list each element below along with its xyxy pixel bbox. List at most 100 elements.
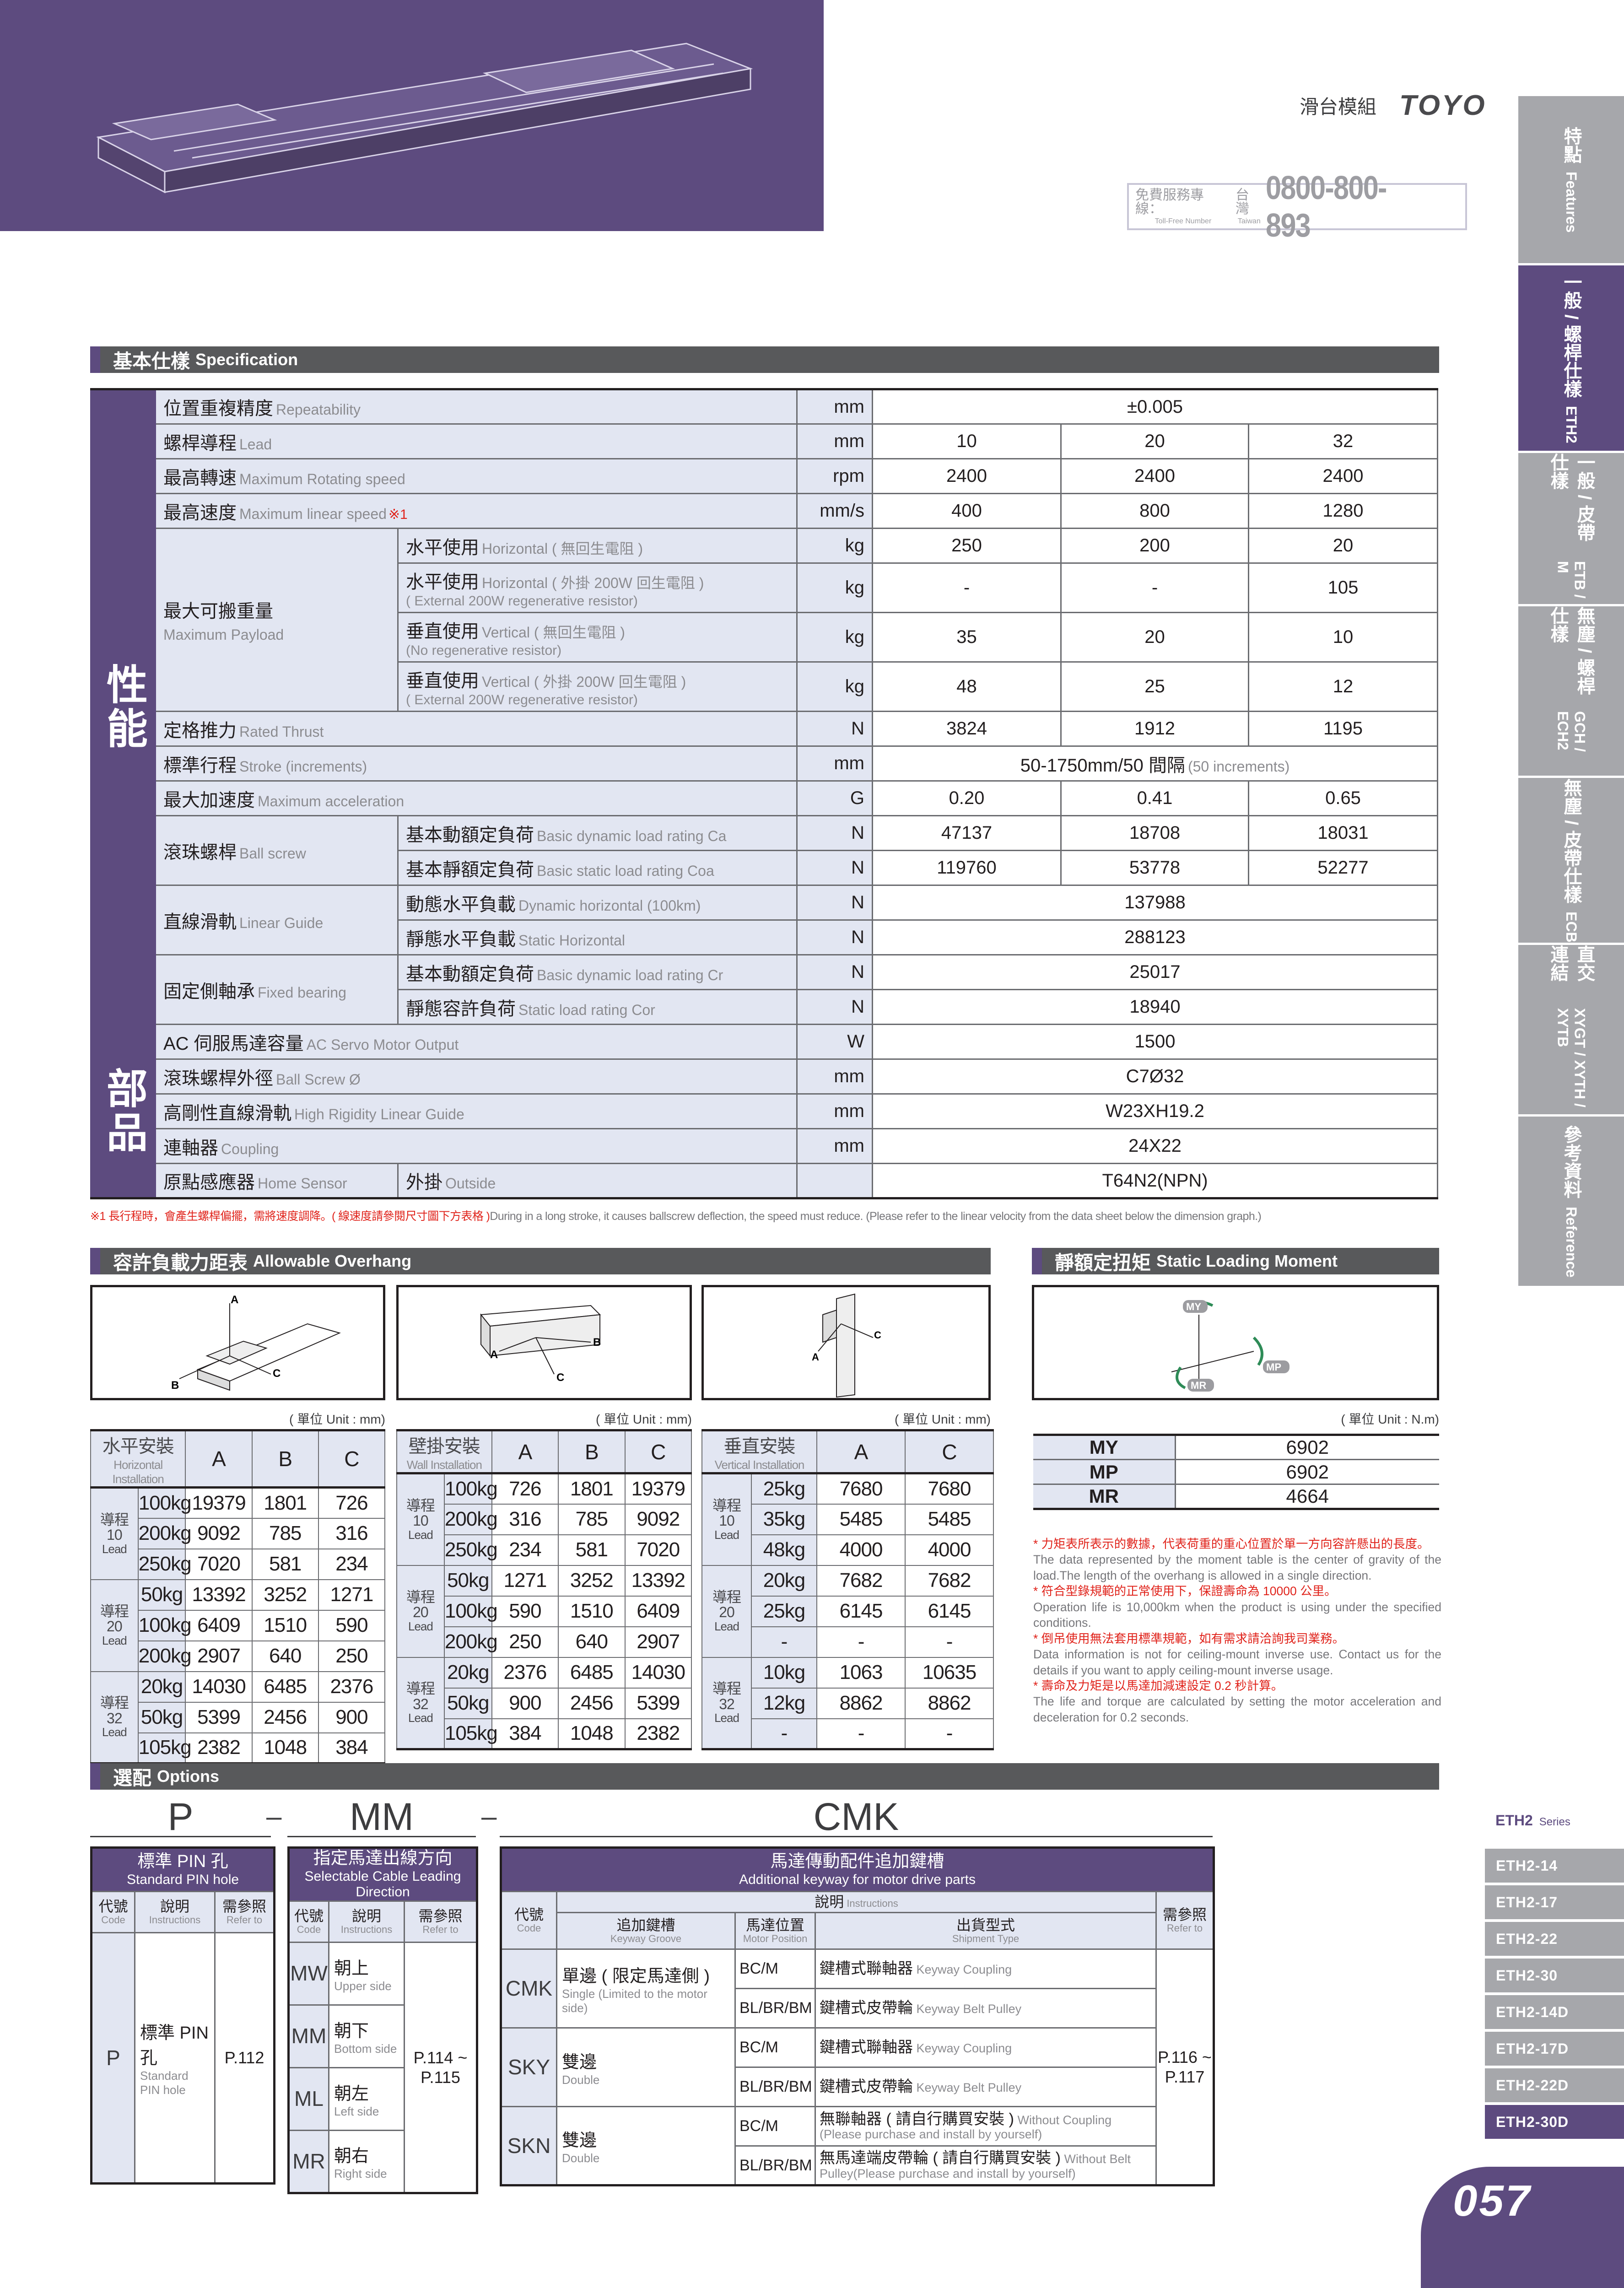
series-item-eth2-22[interactable]: ETH2-22 [1485, 1922, 1624, 1956]
title-cn: 水平安裝 [102, 1436, 174, 1457]
label-en: Stroke (increments) [239, 758, 367, 775]
option-description: 雙邊 Double [556, 2106, 736, 2186]
series-item-eth2-14[interactable]: ETH2-14 [1485, 1849, 1624, 1883]
spec-label: AC 伺服馬達容量 AC Servo Motor Output [155, 1024, 798, 1060]
spec-value: 1195 [1247, 711, 1439, 747]
side-tab-xygt-xyth-xytb[interactable]: 直交連結 XYGT / XYTH / XYTB [1518, 945, 1624, 1114]
series-item-eth2-17[interactable]: ETH2-17 [1485, 1885, 1624, 1919]
spec-value: 0.65 [1247, 780, 1439, 816]
overhang-value: - [816, 1718, 906, 1750]
lead-value: 32 [719, 1695, 735, 1712]
motor-position: BL/BR/BM [734, 2067, 816, 2107]
label-cn: 高剛性直線滑軌 [163, 1103, 291, 1123]
spec-value: 1500 [871, 1024, 1439, 1060]
hdr-cn: 需參照 [418, 1907, 463, 1924]
side-tab-etb-m[interactable]: 一般 / 皮帶仕樣 ETB / M [1518, 453, 1624, 604]
overhang-row: 導程 32 Lead 20kg 2376 6485 14030 [396, 1657, 692, 1750]
title-en: Standard PIN hole [126, 1872, 239, 1887]
side-tab-gch-ech2[interactable]: 無塵 / 螺桿仕樣 GCH / ECH2 [1518, 606, 1624, 776]
series-item-eth2-17d[interactable]: ETH2-17D [1485, 2032, 1624, 2066]
desc-cn: 雙邊 [562, 2131, 597, 2150]
label-en: Horizontal ( 無回生電阻 ) [482, 540, 643, 557]
spec-table: 性能 位置重複精度 Repeatability mm ±0.005 螺桿導程 Lead mm 1… [90, 388, 1439, 1199]
label-en: Ball screw [239, 845, 306, 862]
load-value: 200kg [443, 1503, 498, 1535]
column-header: C [624, 1430, 692, 1474]
option-code-line: P – MM – CMK [90, 1796, 1216, 1837]
installation-title: 水平安裝 Horizontal Installation [90, 1430, 186, 1489]
series-item-eth2-30d[interactable]: ETH2-30D [1485, 2105, 1624, 2139]
label-cn: 基本動額定負荷 [406, 964, 534, 984]
col-header-instructions: 說明 Instructions [134, 1891, 216, 1933]
overhang-value: 3252 [251, 1579, 319, 1611]
title-en: Vertical Installation [714, 1458, 805, 1472]
load-value: - [750, 1626, 818, 1658]
option-code: MM [288, 2004, 329, 2068]
unit-label: ( 單位 Unit : mm) [596, 1412, 692, 1426]
overhang-value: 2376 [491, 1657, 559, 1689]
label-cn: 外掛 [406, 1172, 442, 1193]
option-code: MW [288, 1941, 329, 2006]
spec-label: 標準行程 Stroke (increments) [155, 745, 798, 782]
option-code-cable: MM [287, 1796, 476, 1837]
option-row: SKY 雙邊 Double BC/M 鍵槽式聯軸器 Keyway Coupling [500, 2027, 1214, 2107]
hdr-cn: 說明 [815, 1893, 844, 1910]
installation-title: 壁掛安裝 Wall Installation [396, 1430, 492, 1474]
side-tab-eth2[interactable]: 一般 / 螺桿仕樣 ETH2 [1518, 265, 1624, 451]
overhang-row: --- [702, 1718, 994, 1750]
load-value: 48kg [750, 1534, 818, 1566]
overhang-value: 900 [491, 1687, 559, 1719]
overhang-row: 12kg 8862 8862 [702, 1687, 994, 1719]
col-header-refer: 需參照 Refer to [403, 1900, 478, 1943]
spec-unit: kg [796, 661, 873, 712]
spec-value: 10 [1247, 612, 1439, 663]
moment-title-en: Static Loading Moment [1156, 1252, 1338, 1270]
desc-en: Standard PIN hole [140, 2069, 189, 2097]
series-item-eth2-30[interactable]: ETH2-30 [1485, 1959, 1624, 1992]
label-en: Maximum acceleration [258, 793, 405, 809]
overhang-value: 2456 [558, 1687, 626, 1719]
spec-value: 25017 [871, 954, 1439, 990]
series-item-eth2-22d[interactable]: ETH2-22D [1485, 2068, 1624, 2102]
spec-label: 最高速度 Maximum linear speed ※1 [155, 493, 798, 529]
series-item-eth2-14d[interactable]: ETH2-14D [1485, 1995, 1624, 2029]
desc-cn: 朝右 [334, 2147, 369, 2166]
spec-value: 800 [1060, 493, 1249, 529]
spec-value: 105 [1247, 562, 1439, 613]
overhang-value: - [816, 1626, 906, 1658]
spec-group-label: 滾珠螺桿 Ball screw [155, 815, 399, 886]
spec-unit: kg [796, 612, 873, 663]
title-en: Additional keyway for motor drive parts [739, 1872, 976, 1887]
note-en: The data represented by the moment table… [1033, 1553, 1441, 1582]
lead-cn: 導程 [712, 1588, 741, 1605]
overhang-value: 6409 [185, 1609, 253, 1641]
desc-en: Bottom side [334, 2041, 397, 2056]
lead-label: 導程 32 Lead [90, 1671, 139, 1764]
overhang-value: 3252 [558, 1565, 626, 1597]
side-tab-reference[interactable]: 參考資料 Reference [1518, 1117, 1624, 1286]
spec-unit: mm [796, 1093, 873, 1129]
side-tab-ecb[interactable]: 無塵 / 皮帶仕樣 ECB [1518, 778, 1624, 943]
spec-unit: kg [796, 528, 873, 564]
hdr-cn: 追加鍵槽 [616, 1916, 675, 1933]
spec-label: 最大加速度 Maximum acceleration [155, 780, 798, 816]
spec-value: 3824 [872, 711, 1062, 747]
spec-unit: mm [796, 745, 873, 782]
side-tab-features[interactable]: 特點 Features [1518, 96, 1624, 263]
label-en: Rated Thrust [239, 723, 324, 740]
lead-en: Lead [102, 1633, 127, 1647]
options-title-en: Options [157, 1767, 219, 1786]
overhang-value: 581 [251, 1548, 319, 1580]
spec-sub-label: 基本靜額定負荷 Basic static load rating Coa [397, 850, 798, 886]
hdr-cn: 需參照 [1163, 1906, 1207, 1923]
hdr-cn: 代號 [98, 1898, 128, 1915]
tab-label-cn: 無塵 / 皮帶仕樣 [1561, 778, 1581, 903]
header-row: 代號 Code 說明 Instructions 需參照 Refer to [500, 1891, 1215, 1950]
desc-cn: 朝下 [334, 2021, 369, 2041]
load-value: - [750, 1718, 818, 1750]
spec-value: 48 [872, 661, 1062, 712]
tab-label-en: ETB / M [1554, 561, 1588, 599]
option-description: 朝上 Upper side [328, 1941, 405, 2006]
label-cn: 垂直使用 [406, 671, 479, 691]
note-cn: * 符合型錄規範的正常使用下，保證壽命為 10000 公里。 [1033, 1584, 1337, 1598]
